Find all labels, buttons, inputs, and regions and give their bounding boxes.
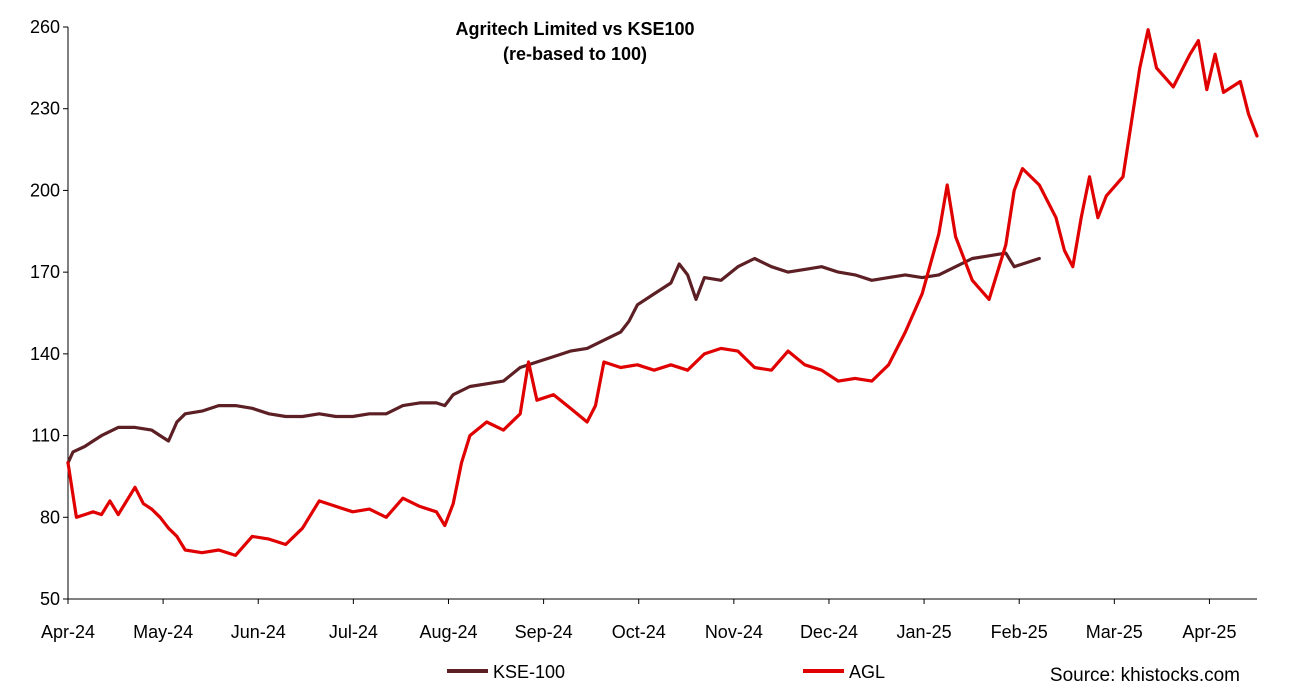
x-tick-label: Aug-24 xyxy=(419,622,477,642)
y-axis: 50 80 110 140 170 200 230 260 xyxy=(30,17,69,609)
y-tick-label: 50 xyxy=(40,589,60,609)
x-tick-label: Oct-24 xyxy=(612,622,666,642)
x-tick-label: Nov-24 xyxy=(705,622,763,642)
y-tick-label: 200 xyxy=(30,180,60,200)
x-tick-label: Jun-24 xyxy=(231,622,286,642)
chart-subtitle: (re-based to 100) xyxy=(503,44,647,64)
series-layer xyxy=(66,28,1259,557)
y-tick-label: 140 xyxy=(30,344,60,364)
chart-title: Agritech Limited vs KSE100 xyxy=(455,19,694,39)
series-line-kse100 xyxy=(66,251,1041,465)
y-tick-label: 260 xyxy=(30,17,60,37)
x-tick-label: Feb-25 xyxy=(991,622,1048,642)
x-tick-label: May-24 xyxy=(133,622,193,642)
y-tick-label: 80 xyxy=(40,507,60,527)
x-tick-label: Sep-24 xyxy=(515,622,573,642)
x-tick-label: Apr-25 xyxy=(1182,622,1236,642)
y-tick-label: 110 xyxy=(31,426,60,446)
y-tick-label: 230 xyxy=(30,99,60,119)
x-tick-label: Jul-24 xyxy=(329,622,378,642)
x-tick-label: Apr-24 xyxy=(41,622,95,642)
y-tick-label: 170 xyxy=(30,262,60,282)
legend: KSE-100 AGL xyxy=(447,662,885,682)
x-tick-label: Jan-25 xyxy=(897,622,952,642)
source-note: Source: khistocks.com xyxy=(1050,665,1240,686)
legend-label-kse100: KSE-100 xyxy=(493,662,565,682)
x-tick-label: Mar-25 xyxy=(1086,622,1143,642)
x-tick-label: Dec-24 xyxy=(800,622,858,642)
legend-label-agl: AGL xyxy=(849,662,885,682)
x-axis: Apr-24 May-24 Jun-24 Jul-24 Aug-24 Sep-24 Oct-… xyxy=(41,598,1257,642)
series-line-agl xyxy=(66,28,1259,557)
